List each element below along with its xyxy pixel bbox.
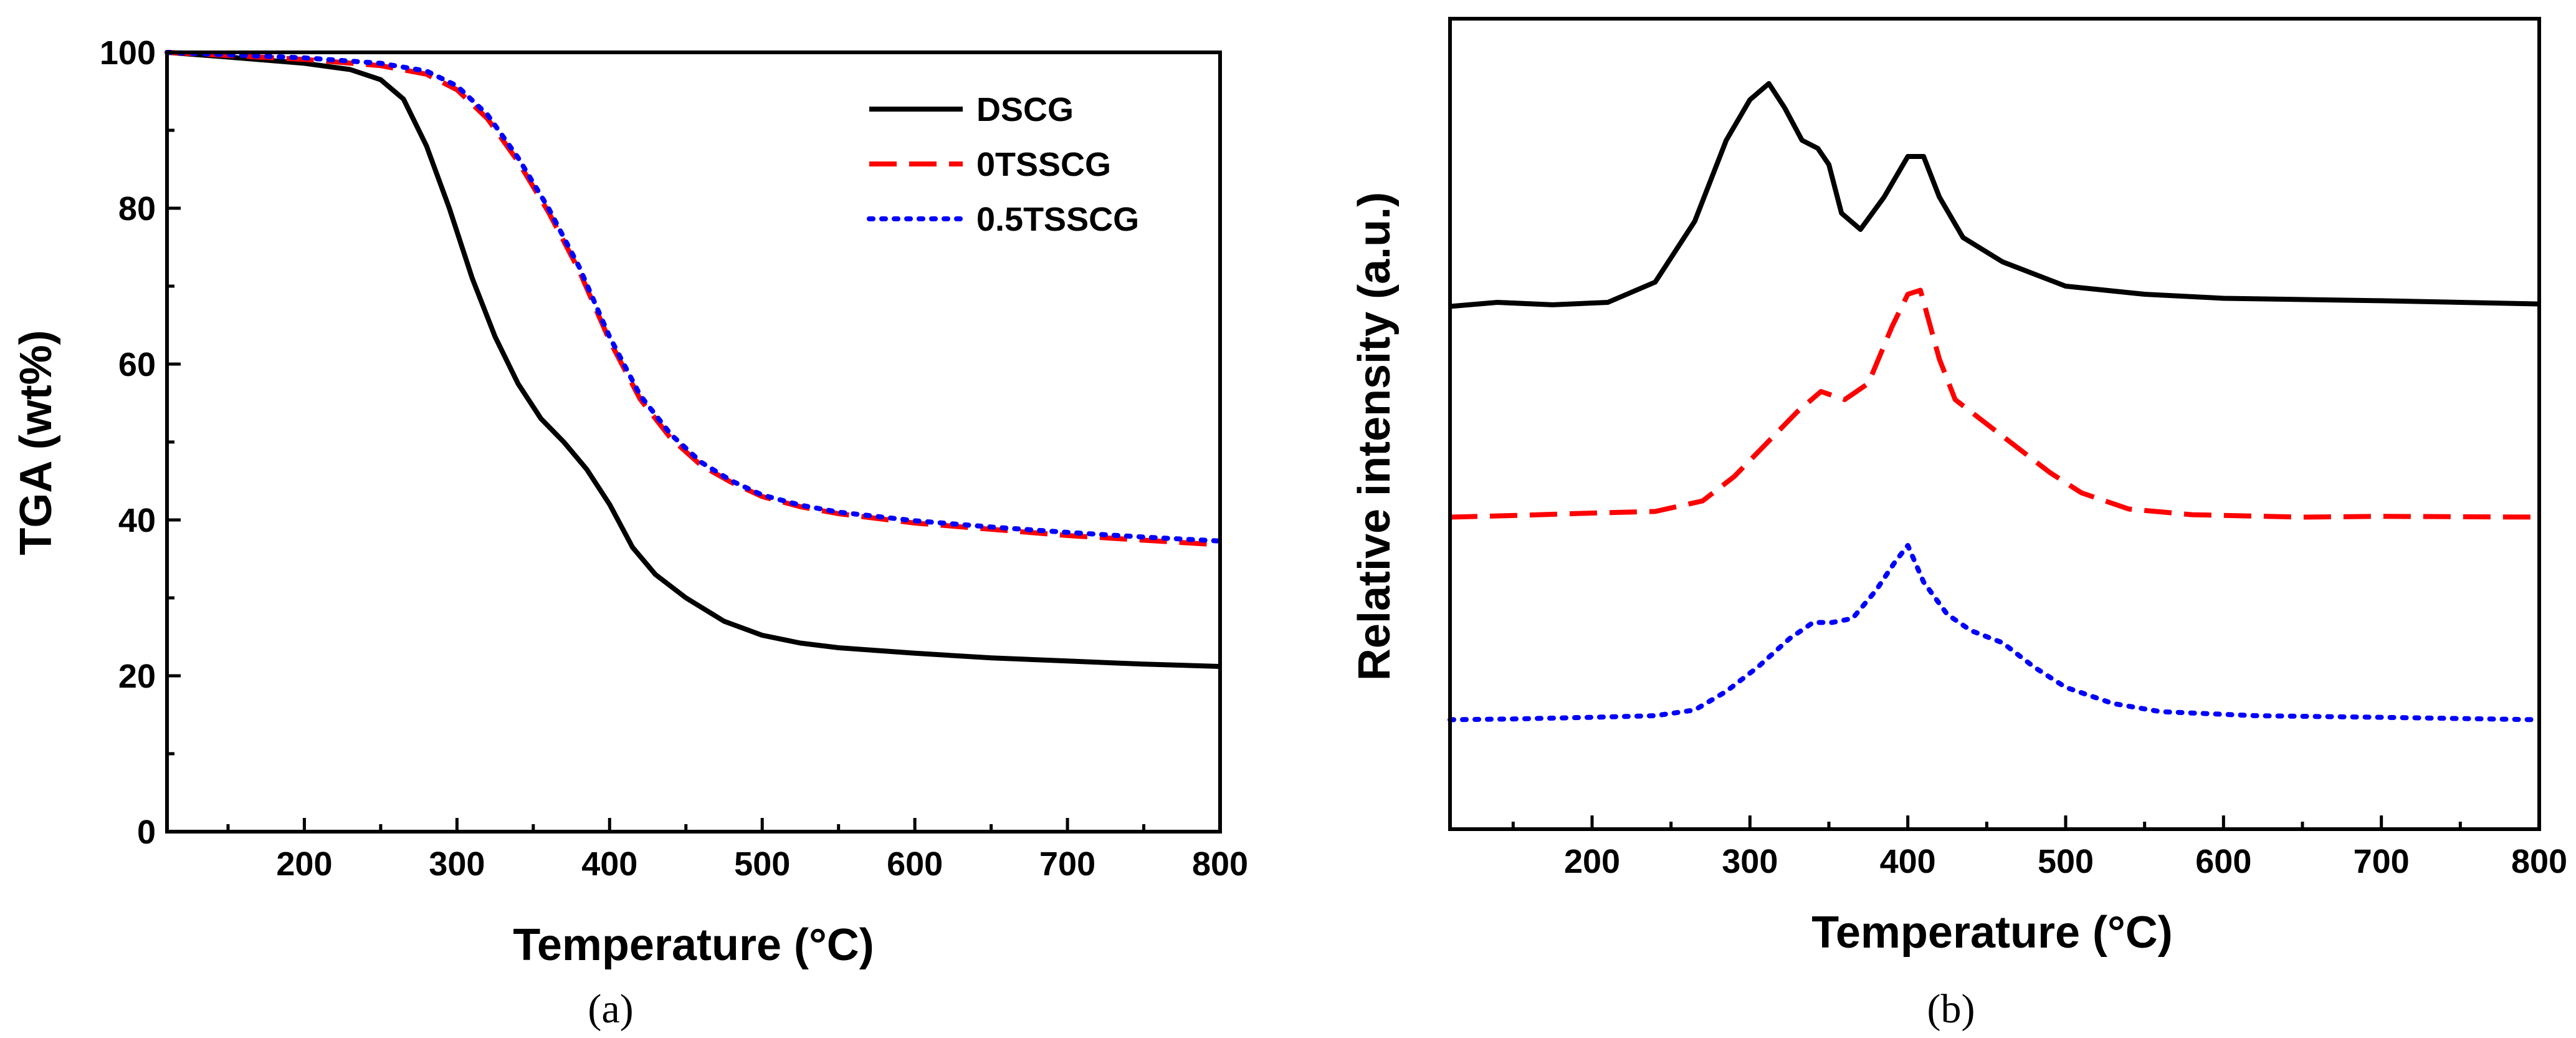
panel-b-x-tick-label: 800 — [2511, 843, 2567, 880]
panel-a-x-tick-label: 800 — [1192, 845, 1248, 883]
panel-b-x-axis-title: Temperature (°C) — [1811, 908, 2173, 958]
panel-a-chart: TGA (wt%) Temperature (°C) (a) 200 300 400… — [11, 34, 1248, 1032]
panel-a-x-tick-label: 700 — [1039, 845, 1095, 883]
panel-a-series-line-0-5tsscg — [165, 50, 1223, 544]
panel-a-legend: DSCG 0TSSCG 0.5TSSCG — [867, 91, 1139, 238]
panel-b-series-line-0tsscg — [1449, 287, 2540, 520]
panel-b-y-axis-title: Relative intensity (a.u.) — [1350, 192, 1400, 681]
panel-a-y-axis-title: TGA (wt%) — [11, 330, 61, 555]
panel-b-x-tick-label: 200 — [1564, 843, 1620, 880]
panel-a-legend-label: 0.5TSSCG — [976, 201, 1139, 238]
panel-b-x-tick-label: 700 — [2354, 843, 2410, 880]
panel-a-x-tick-label: 500 — [734, 845, 790, 883]
panel-b-series-line-dscg — [1449, 81, 2540, 309]
panel-a-x-tick-label: 300 — [429, 845, 485, 883]
panel-b-x-tick-label: 600 — [2195, 843, 2251, 880]
panel-a-label: (a) — [588, 986, 633, 1032]
panel-a-x-tick-label: 600 — [887, 845, 943, 883]
panel-a-legend-label: 0TSSCG — [976, 146, 1111, 183]
panel-b-label: (b) — [1927, 986, 1975, 1032]
panel-b-chart: Relative intensity (a.u.) Temperature (°… — [1350, 17, 2567, 1032]
panel-a-y-tick-label: 0 — [137, 814, 156, 851]
panel-a-x-tick-label: 200 — [276, 845, 332, 883]
panel-a-y-tick-label: 20 — [118, 658, 156, 695]
panel-a-x-axis-title: Temperature (°C) — [513, 920, 874, 970]
panel-a-y-tick-label: 60 — [118, 346, 156, 383]
panel-b-x-tick-label: 500 — [2038, 843, 2094, 880]
panel-b-x-tick-label: 400 — [1880, 843, 1936, 880]
panel-a-y-tick-label: 80 — [118, 190, 156, 228]
panel-a-legend-label: DSCG — [976, 91, 1074, 128]
panel-a-series-line-dscg — [166, 50, 1221, 669]
panel-b-x-tick-label: 300 — [1722, 843, 1778, 880]
panel-a-series-line-0tsscg — [166, 50, 1221, 547]
panel-a-y-tick-label: 40 — [118, 502, 156, 539]
panel-b-plot-frame — [1448, 17, 2541, 831]
panel-a-y-tick-label: 100 — [100, 34, 156, 72]
panel-a-x-tick-label: 400 — [581, 845, 637, 883]
panel-b-series-line-0-5tsscg — [1448, 543, 2542, 723]
